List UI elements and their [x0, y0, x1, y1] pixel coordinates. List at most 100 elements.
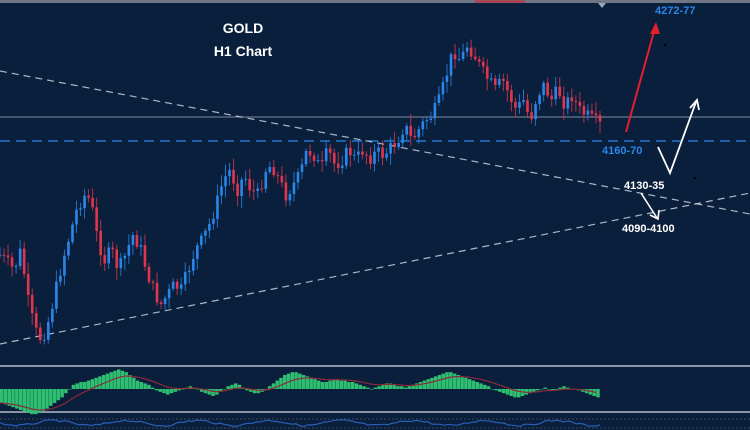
candle-body	[538, 95, 541, 105]
candle-body	[115, 249, 119, 269]
candle-body	[34, 313, 38, 328]
macd-histogram-bar	[343, 380, 347, 389]
candle-body	[421, 121, 425, 130]
macd-histogram-bar	[181, 389, 185, 390]
macd-histogram-bar	[169, 389, 174, 394]
candle-body	[252, 190, 255, 192]
macd-histogram-bar	[22, 389, 27, 412]
macd-histogram-bar	[313, 379, 317, 389]
candle-body	[175, 281, 179, 289]
candle-body	[244, 178, 247, 180]
pullback-label: 4130-35	[624, 180, 665, 192]
macd-histogram-bar	[532, 389, 536, 392]
macd-histogram-bar	[516, 389, 521, 398]
candle-body	[276, 175, 280, 177]
candle-body	[477, 59, 481, 62]
candle-body	[357, 151, 360, 155]
candle-body	[91, 197, 94, 208]
candle-body	[550, 95, 553, 100]
macd-histogram-bar	[173, 389, 178, 392]
macd-histogram-bar	[52, 389, 57, 403]
candle-body	[332, 152, 336, 164]
macd-histogram-bar	[230, 384, 234, 389]
candle-body	[385, 153, 388, 158]
macd-histogram-bar	[286, 373, 291, 389]
macd-histogram-bar	[407, 386, 412, 389]
macd-histogram-bar	[433, 376, 438, 389]
macd-histogram-bar	[120, 370, 125, 389]
candle-body	[437, 94, 441, 103]
macd-histogram-bar	[279, 377, 283, 389]
candle-body	[534, 104, 537, 120]
macd-histogram-bar	[71, 384, 76, 389]
candle-body	[324, 148, 328, 162]
macd-histogram-bar	[373, 387, 378, 389]
candle-body	[582, 105, 586, 115]
macd-histogram-bar	[441, 373, 445, 389]
macd-histogram-bar	[362, 386, 366, 389]
candle-body	[200, 235, 203, 246]
candle-body	[449, 54, 453, 76]
candle-body	[0, 254, 2, 256]
macd-histogram-bar	[237, 384, 242, 389]
candle-body	[119, 258, 123, 269]
macd-histogram-bar	[200, 389, 204, 392]
scenario-arrow-head-icon	[689, 98, 700, 111]
candle-body	[147, 266, 151, 282]
candle-body	[542, 82, 545, 96]
macd-histogram-bar	[339, 380, 344, 389]
macd-histogram-bar	[490, 389, 495, 390]
candle-body	[268, 167, 272, 173]
macd-histogram-bar	[33, 389, 38, 415]
candle-body	[316, 160, 320, 162]
macd-histogram-bar	[67, 389, 72, 390]
candle-body	[22, 248, 26, 274]
macd-histogram-bar	[486, 386, 491, 389]
candle-body	[272, 167, 276, 176]
candle-body	[369, 155, 372, 164]
candle-body	[159, 302, 163, 305]
candle-body	[191, 258, 195, 271]
macd-histogram-bar	[483, 384, 487, 389]
candle-body	[328, 148, 332, 153]
candle-body	[381, 147, 384, 158]
candle-body	[530, 112, 533, 120]
candle-body	[312, 155, 316, 161]
candle-body	[393, 143, 396, 148]
macd-histogram-bar	[596, 389, 600, 398]
candle-body	[256, 188, 260, 192]
candle-body	[123, 255, 127, 259]
macd-histogram-bar	[233, 383, 238, 389]
candle-body	[506, 80, 509, 91]
candle-body	[558, 86, 562, 97]
shift-marker-icon	[598, 3, 606, 8]
macd-histogram-bar	[388, 383, 393, 389]
macd-histogram-bar	[449, 372, 453, 389]
candle-body	[598, 115, 602, 122]
macd-histogram-bar	[324, 382, 329, 389]
candle-body	[498, 78, 501, 85]
macd-histogram-bar	[30, 389, 34, 415]
macd-histogram-bar	[471, 380, 476, 389]
candle-body	[127, 244, 131, 256]
candle-body	[151, 281, 155, 283]
macd-histogram-bar	[445, 372, 449, 389]
candle-body	[83, 195, 86, 209]
candle-body	[236, 183, 239, 197]
bullish-arrow-head-icon	[650, 22, 660, 34]
macd-histogram-bar	[283, 375, 287, 389]
macd-histogram-bar	[305, 376, 310, 389]
candle-body	[473, 56, 477, 60]
dot-marker	[664, 44, 666, 46]
candle-body	[429, 118, 433, 121]
candle-body	[405, 125, 409, 135]
trendline-descending	[0, 70, 750, 215]
candle-body	[494, 78, 497, 85]
macd-histogram-bar	[437, 375, 442, 389]
macd-histogram-bar	[132, 377, 136, 389]
macd-histogram-bar	[256, 389, 261, 394]
macd-histogram-bar	[124, 372, 129, 389]
candle-body	[461, 51, 465, 59]
macd-histogram-bar	[358, 384, 362, 389]
macd-histogram-bar	[113, 370, 117, 389]
